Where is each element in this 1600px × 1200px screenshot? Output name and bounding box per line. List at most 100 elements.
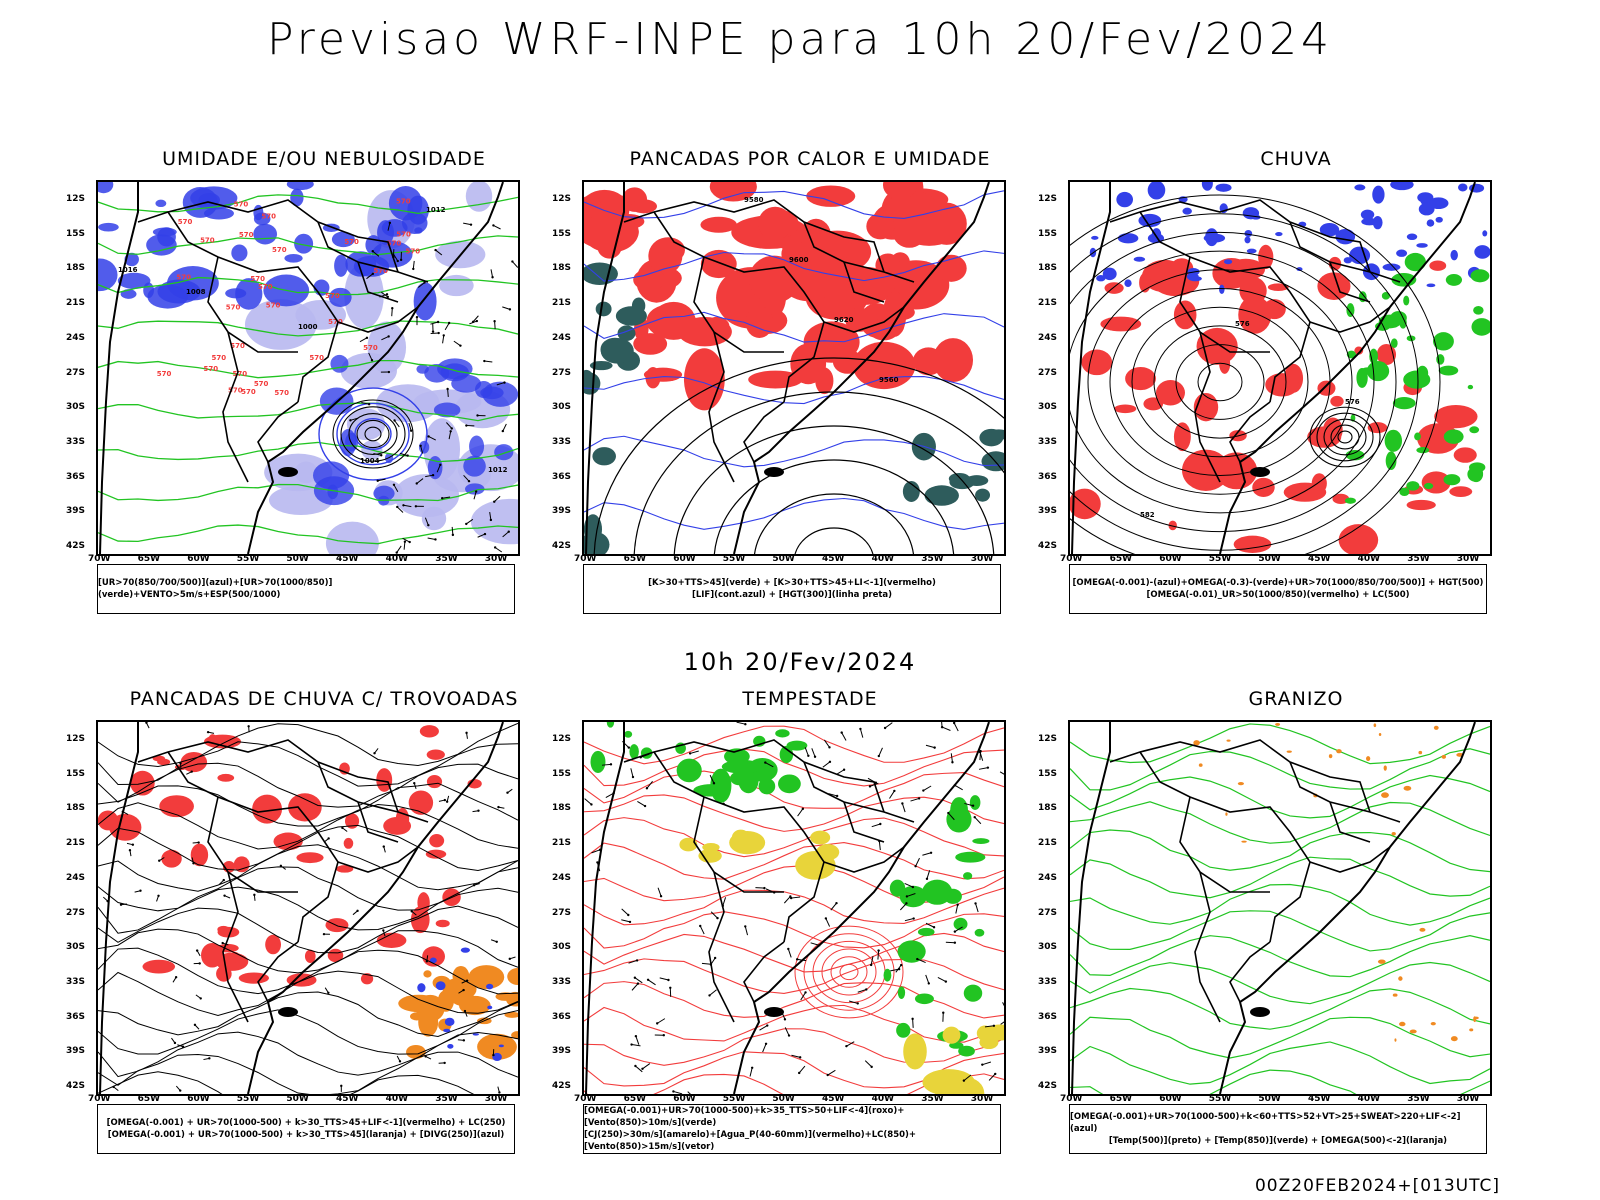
divergence-area-blue [498,1044,504,1048]
longitude-tick-label: 65W [137,554,161,564]
streamline-arrow [443,1061,446,1065]
thunderstorm-area-red [161,849,182,868]
rain-area-green [1469,462,1486,473]
wind-vector [381,336,389,341]
rain-area-red [1155,379,1185,406]
omega-area-orange [1419,927,1426,932]
rain-area-blue [1426,219,1435,227]
latitude-tick-label: 33S [1038,976,1058,987]
wind-vector [804,991,807,994]
country-border [1309,846,1391,873]
wind-vector [656,1022,659,1025]
omega-area-orange [1241,840,1247,843]
wind-vector [956,903,959,906]
wind-vector [392,483,396,487]
latitude-tick-label: 27S [66,367,86,378]
rain-area-blue [1319,223,1340,237]
wind-vector [512,261,518,268]
wind-vector [387,335,390,338]
latitude-tick-label: 30S [66,942,86,953]
wind-vector [981,1063,984,1066]
instability-area-teal [979,428,1004,447]
wind-vector [744,925,747,928]
wind-vector [431,473,435,477]
humidity-area-blue [416,364,429,374]
wind-vector [420,445,424,454]
wind-vector [722,897,727,907]
longitude-tick-label: 55W [236,554,260,564]
wind-vector [396,545,402,553]
streamline [98,928,518,974]
wind-vector [927,982,931,985]
streamline-arrow [158,859,161,862]
country-border [1194,871,1221,1023]
streamline-arrow [253,893,256,897]
geopotential-contour [1070,250,1375,514]
map-area [1068,720,1492,1096]
wind-vector [941,722,943,729]
instability-area-red [643,367,683,382]
wind-vector [502,531,510,538]
country-border [257,401,299,463]
streamline-arrow [208,1057,211,1060]
pressure-contour [340,406,406,462]
wind-area-green [914,993,934,1005]
wind-vector [915,857,920,867]
longitude-tick-label: 50W [1258,1094,1281,1104]
legend-line: [Temp(500)](preto) + [Temp(850)](verde) … [1108,1136,1448,1146]
rain-area-red [1081,349,1113,376]
streamline-arrow [425,960,429,963]
latitude-tick-label: 21S [552,298,572,309]
contour-label: 582 [1140,511,1155,519]
longitude-tick-label: 60W [187,554,210,564]
omega-area-orange [1399,1021,1406,1027]
latitude-tick-label: 36S [1038,1011,1058,1022]
wind-area-green [629,744,639,759]
latitude-tick-label: 33S [552,976,572,987]
country-border [743,941,785,1003]
wind-vector [824,917,828,920]
latitude-tick-label: 24S [66,872,86,883]
wind-vector [877,754,881,758]
instability-area-teal [584,514,603,545]
streamline [98,824,518,871]
wind-vector [950,753,953,763]
rain-area-blue [1372,215,1383,230]
contour-label: 1012 [426,206,446,214]
country-border [222,331,249,483]
wind-vector [889,790,895,799]
country-border [357,801,399,843]
wind-vector [414,505,418,508]
rain-area-green [1404,252,1426,272]
thunderstorm-area-orange [507,967,518,986]
precipitable-water-contour [584,932,1004,973]
precipitable-water-contour [584,794,1004,832]
streamline-contour [794,925,904,1019]
wind-vector [634,1034,638,1038]
height-contour [753,493,915,554]
wind-vector [490,269,494,278]
wind-vector [483,532,487,536]
lake-mark [1250,467,1270,477]
instability-area-red [633,268,666,291]
instability-area-red [700,249,737,279]
wind-vector [784,1027,790,1036]
rain-area-blue [1474,245,1490,259]
main-title: Previsao WRF-INPE para 10h 20/Fev/2024 [267,14,1333,65]
thunderstorm-area-red [425,849,447,859]
wind-vector [979,751,982,761]
rain-area-blue [1215,183,1232,192]
wind-vector [848,1000,858,1004]
wind-vector [835,901,838,905]
wind-vector [371,250,374,253]
rain-area-blue [1450,249,1458,261]
wind-vector [916,957,919,961]
wind-vector [489,518,493,522]
omega-area-orange [1403,785,1412,791]
precipitable-water-contour [584,770,1004,809]
streamline-arrow [193,1023,197,1027]
pressure-contour [364,426,382,442]
streamline [98,1051,518,1094]
longitude-tick-label: 35W [1407,1094,1430,1104]
instability-area-teal [584,262,618,286]
